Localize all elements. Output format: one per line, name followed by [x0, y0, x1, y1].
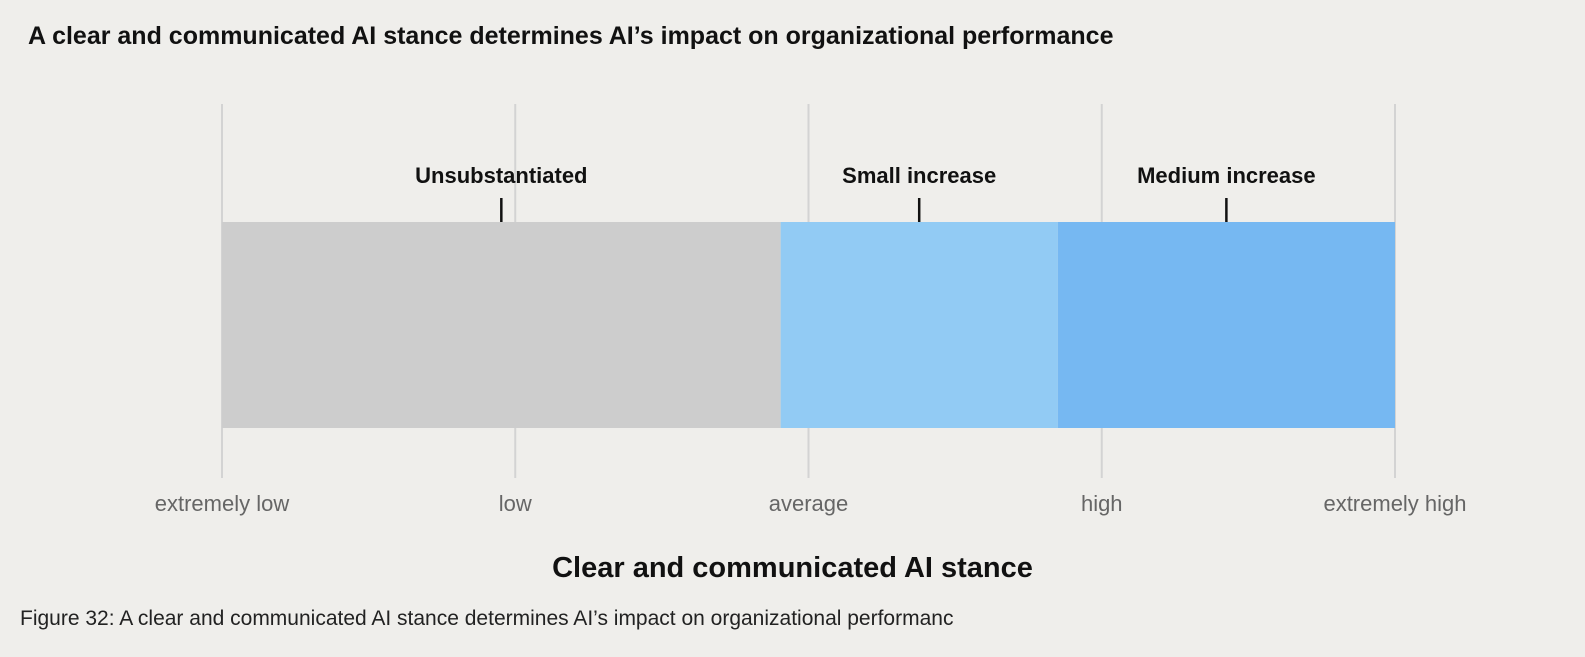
segments — [222, 222, 1395, 428]
x-tick-label: average — [769, 491, 849, 516]
chart-title: A clear and communicated AI stance deter… — [28, 22, 1114, 50]
figure-caption: Figure 32: A clear and communicated AI s… — [20, 607, 954, 630]
segment-label: Small increase — [842, 163, 996, 188]
segment-bar — [780, 222, 1058, 428]
x-axis-title: Clear and communicated AI stance — [552, 552, 1033, 584]
segment-markers: Unsubstantiated Small increase Medium incr… — [415, 163, 1316, 222]
x-tick-labels: extremely low low average high extremely hig… — [155, 491, 1467, 516]
x-tick-label: low — [499, 491, 532, 516]
segment-bar — [1057, 222, 1395, 428]
segment-label: Unsubstantiated — [415, 163, 587, 188]
segment-bar — [222, 222, 781, 428]
x-tick-label: extremely low — [155, 491, 290, 516]
segment-label: Medium increase — [1137, 163, 1316, 188]
x-tick-label: extremely high — [1323, 491, 1466, 516]
x-tick-label: high — [1081, 491, 1123, 516]
